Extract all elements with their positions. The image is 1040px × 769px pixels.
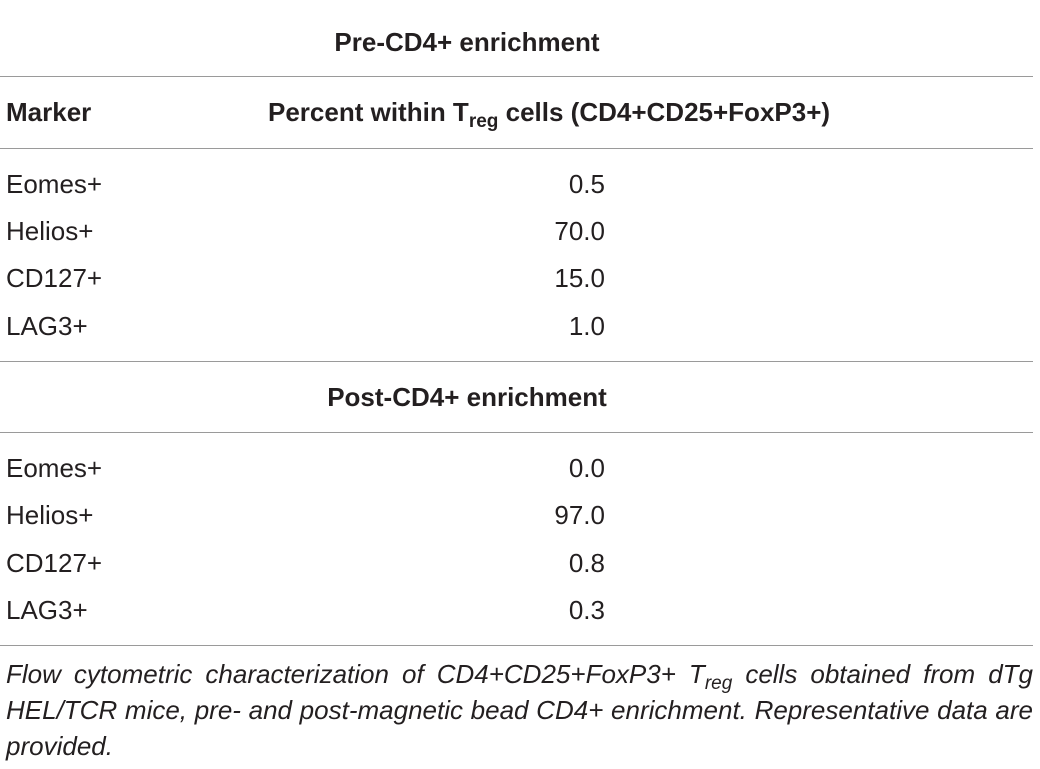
value-cell: 0.5: [568, 169, 605, 199]
value-cell: 70.0: [554, 216, 605, 246]
column-header-marker: Marker: [6, 97, 92, 127]
value-cell: 0.8: [568, 548, 605, 578]
value-cell: 97.0: [554, 500, 605, 530]
marker-cell: Eomes+: [6, 169, 103, 199]
table-caption: Flow cytometric characterization of CD4+…: [6, 659, 1033, 761]
treg-subscript: reg: [704, 673, 733, 694]
marker-cell: CD127+: [6, 548, 103, 578]
value-cell: 0.3: [568, 595, 605, 625]
column-header-percent: Percent within Treg cells (CD4+CD25+FoxP…: [268, 97, 831, 132]
marker-cell: LAG3+: [6, 311, 88, 341]
value-cell: 1.0: [568, 311, 605, 341]
value-cell: 15.0: [554, 263, 605, 293]
value-cell: 0.0: [568, 453, 605, 483]
marker-cell: Helios+: [6, 216, 94, 246]
marker-cell: Helios+: [6, 500, 94, 530]
treg-subscript: reg: [468, 111, 499, 132]
section-heading-post: Post-CD4+ enrichment: [327, 382, 607, 412]
marker-cell: CD127+: [6, 263, 103, 293]
marker-cell: LAG3+: [6, 595, 88, 625]
divider: [0, 148, 1033, 149]
divider: [0, 361, 1033, 362]
divider: [0, 645, 1033, 646]
divider: [0, 432, 1033, 433]
section-heading-pre: Pre-CD4+ enrichment: [334, 27, 600, 57]
marker-cell: Eomes+: [6, 453, 103, 483]
divider: [0, 76, 1033, 77]
